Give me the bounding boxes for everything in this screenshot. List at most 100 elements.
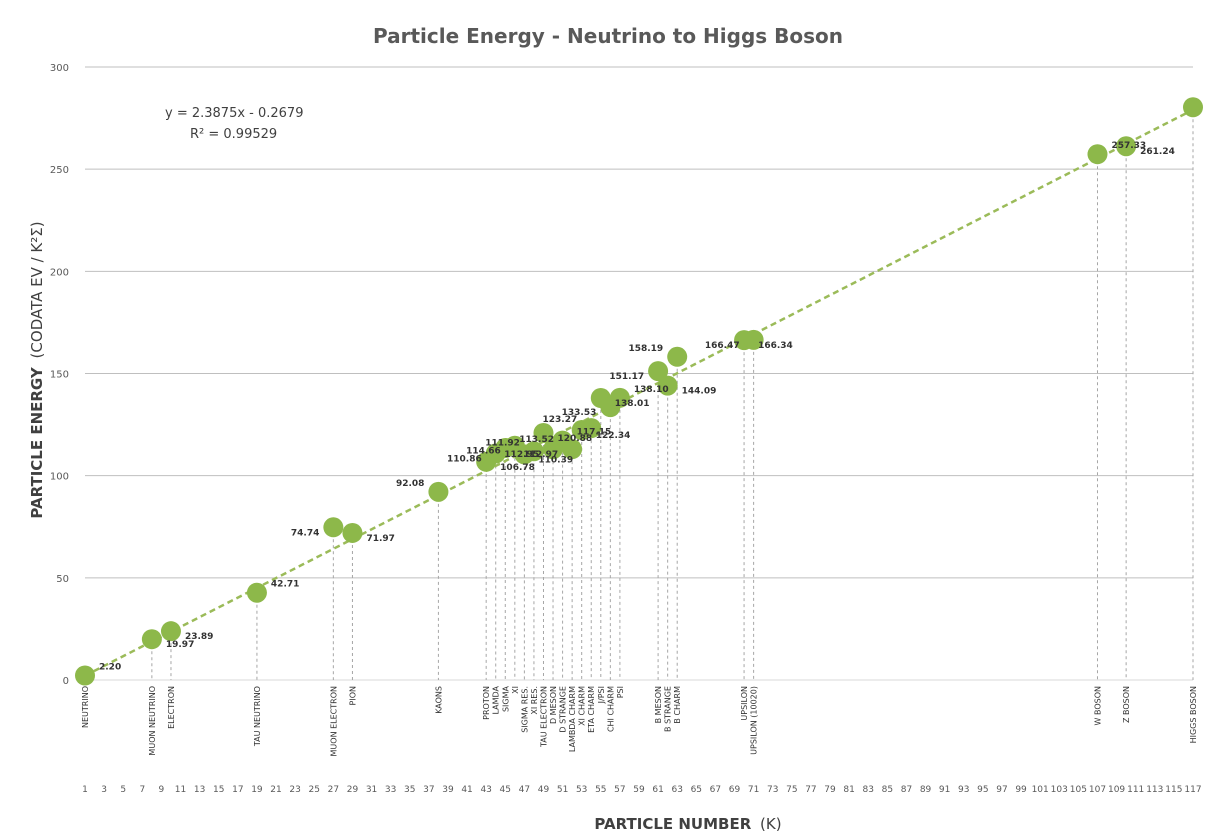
value-label: 2.20 [99,663,121,673]
value-label: 257.33 [1111,141,1146,151]
category-label: Z BOSON [1122,686,1131,723]
value-label: 106.78 [500,463,535,473]
category-label: B STRANGE [664,686,673,732]
x-tick-label: 73 [767,785,778,795]
category-label: CHI CHARM [606,686,615,732]
x-tick-label: 117 [1184,785,1201,795]
y-tick-label: 100 [50,472,69,483]
x-tick-label: 83 [863,785,874,795]
value-label: 117.15 [577,428,612,438]
value-label: 166.34 [758,341,793,351]
category-label: HIGGS BOSON [1189,686,1198,743]
data-point [667,346,688,367]
x-tick-label: 75 [786,785,797,795]
value-label: 92.08 [396,479,424,489]
data-point [533,423,554,444]
x-tick-label: 51 [557,785,568,795]
x-tick-label: 47 [519,785,530,795]
value-label: 151.17 [609,372,644,382]
data-point [1116,136,1137,157]
value-label: 122.34 [596,431,631,441]
x-tick-label: 25 [309,785,320,795]
y-tick-label: 150 [50,370,69,381]
category-label: TAU ELECTRON [539,686,548,748]
x-tick-label: 91 [939,785,950,795]
value-label: 112.95 [504,450,539,460]
value-label: 158.19 [628,344,663,354]
value-label: 144.09 [682,387,717,397]
x-tick-label: 59 [633,785,645,795]
x-tick-label: 95 [977,785,988,795]
value-label: 138.10 [634,385,669,395]
x-tick-label: 69 [729,785,741,795]
category-label: J/PSI [597,686,606,704]
x-tick-label: 43 [480,785,491,795]
x-tick-label: 19 [251,785,263,795]
category-label: PSI [616,686,625,698]
x-tick-label: 61 [652,785,663,795]
category-label: XI CHARM [578,686,587,726]
category-label: XI RES. [530,686,539,715]
x-tick-label: 1 [82,785,88,795]
value-label: 111.92 [485,438,520,448]
value-label: 261.24 [1140,147,1175,157]
category-label: SIGMA [501,685,510,712]
x-tick-label: 3 [101,785,107,795]
x-tick-label: 97 [996,785,1007,795]
x-tick-label: 55 [595,785,606,795]
data-point [342,522,363,543]
value-label: 23.89 [185,632,213,642]
x-tick-label: 21 [270,785,281,795]
data-point [1183,97,1203,118]
x-tick-label: 89 [920,785,932,795]
x-axis-title: PARTICLE NUMBER (K) [594,815,781,833]
x-tick-label: 101 [1032,785,1049,795]
x-tick-label: 45 [500,785,511,795]
category-label: MUON NEUTRINO [148,686,157,756]
y-tick-label: 0 [63,676,69,687]
x-tick-label: 67 [710,785,721,795]
x-tick-label: 79 [824,785,836,795]
x-tick-label: 49 [538,785,550,795]
x-tick-label: 107 [1089,785,1106,795]
x-tick-label: 113 [1146,785,1163,795]
drop-lines [84,107,1194,680]
value-label: 133.53 [562,408,597,418]
x-tick-label: 109 [1108,785,1125,795]
value-label: 110.39 [538,455,573,465]
value-label: 120.88 [557,434,592,444]
x-tick-label: 93 [958,785,969,795]
x-tick-label: 35 [404,785,415,795]
value-label: 166.47 [705,341,740,351]
category-labels: NEUTRINO MUON NEUTRINO ELECTRON TAU NEUTRIN… [81,685,1198,756]
x-tick-label: 7 [139,785,145,795]
data-point [657,375,678,396]
value-label: 74.74 [291,528,319,538]
data-point [581,418,602,439]
value-label: 112.97 [523,450,558,460]
x-tick-label: 27 [328,785,339,795]
x-tick-label: 15 [213,785,224,795]
category-label: ETA CHARM [587,686,596,733]
data-point [743,329,764,350]
x-tick-label: 31 [366,785,377,795]
y-axis-label: PARTICLE ENERGY [28,366,46,519]
category-label: B MESON [654,686,663,723]
data-point [562,439,583,460]
x-tick-label: 71 [748,785,759,795]
data-point [323,517,344,538]
category-label: LAMBDA CHARM [568,686,577,752]
category-label: W BOSON [1093,686,1102,725]
x-tick-label: 29 [347,785,359,795]
x-tick-label: 63 [671,785,682,795]
x-tick-label: 23 [289,785,300,795]
x-tick-label: 99 [1015,785,1027,795]
x-tick-label: 33 [385,785,396,795]
x-tick-label: 77 [805,785,816,795]
data-point [246,582,267,603]
data-points [75,97,1203,686]
category-label: SIGMA RES. [520,686,529,733]
